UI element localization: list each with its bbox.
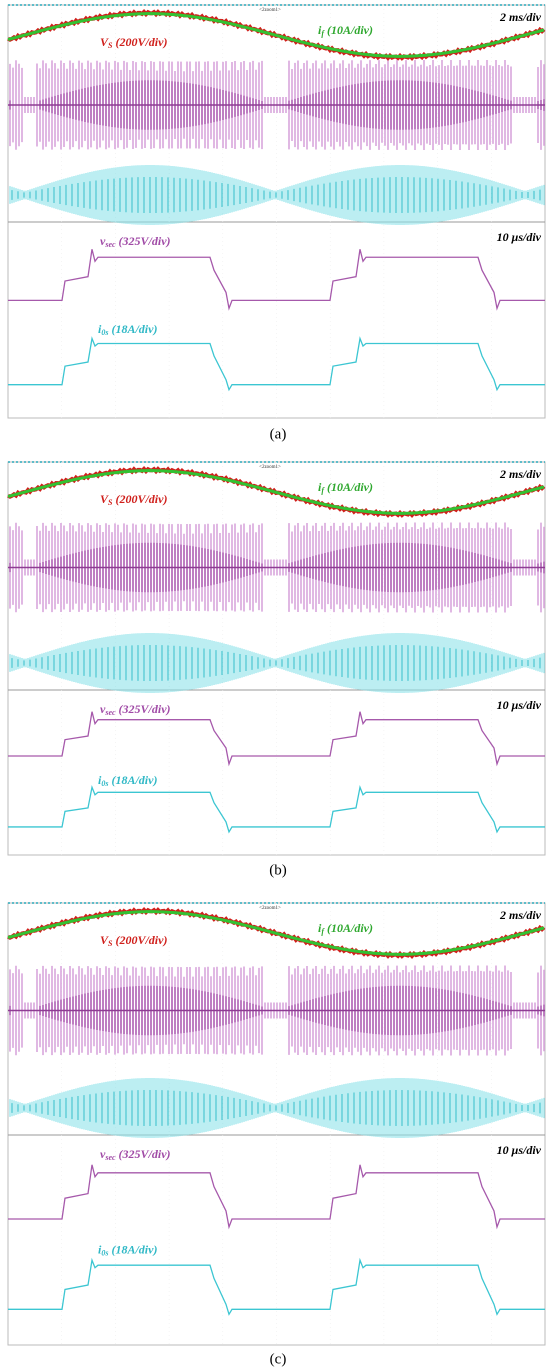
if-label-scale: (10A/div)	[327, 23, 373, 37]
zoom-marker: <2zoom1>	[259, 8, 281, 13]
time-scale-bottom: 10 μs/div	[497, 230, 542, 244]
caption: (c)	[270, 1351, 287, 1367]
zoom-marker: <2zoom1>	[259, 465, 281, 470]
vsec-label-scale: (325V/div)	[119, 234, 171, 248]
time-scale-bottom: 10 μs/div	[497, 1143, 542, 1157]
i0s-label-sub: 0s	[101, 1248, 108, 1257]
i0s-label-scale: (18A/div)	[111, 773, 157, 787]
vs-label-scale: (200V/div)	[115, 933, 167, 947]
vs-label-sub: S	[108, 498, 113, 507]
caption: (b)	[269, 862, 287, 878]
if-label: if(10A/div)	[318, 921, 373, 936]
if-label: if(10A/div)	[318, 480, 373, 495]
figure: <2zoom1>2 ms/divVS(200V/div)if(10A/div)1…	[0, 0, 546, 1371]
caption: (a)	[270, 426, 287, 442]
vsec-label-sub: sec	[104, 1153, 116, 1162]
time-scale-top: 2 ms/div	[499, 908, 542, 922]
vsec-label-sub: sec	[104, 240, 116, 249]
vs-label-sub: S	[108, 939, 113, 948]
i0s-label-scale: (18A/div)	[111, 1242, 157, 1256]
time-scale-top: 2 ms/div	[499, 467, 542, 481]
vsec-label-scale: (325V/div)	[119, 1147, 171, 1161]
time-scale-bottom: 10 μs/div	[497, 698, 542, 712]
vsec-label-scale: (325V/div)	[119, 702, 171, 716]
if-label: if(10A/div)	[318, 23, 373, 38]
vs-label-scale: (200V/div)	[115, 35, 167, 49]
zoom-marker: <2zoom1>	[259, 906, 281, 911]
i0s-label-sub: 0s	[101, 328, 108, 337]
i0s-label-scale: (18A/div)	[111, 322, 157, 336]
vsec-label-sub: sec	[104, 708, 116, 717]
if-label-scale: (10A/div)	[327, 480, 373, 494]
vs-label-scale: (200V/div)	[115, 492, 167, 506]
vs-label-sub: S	[108, 41, 113, 50]
time-scale-top: 2 ms/div	[499, 10, 542, 24]
if-label-scale: (10A/div)	[327, 921, 373, 935]
i0s-label-sub: 0s	[101, 779, 108, 788]
